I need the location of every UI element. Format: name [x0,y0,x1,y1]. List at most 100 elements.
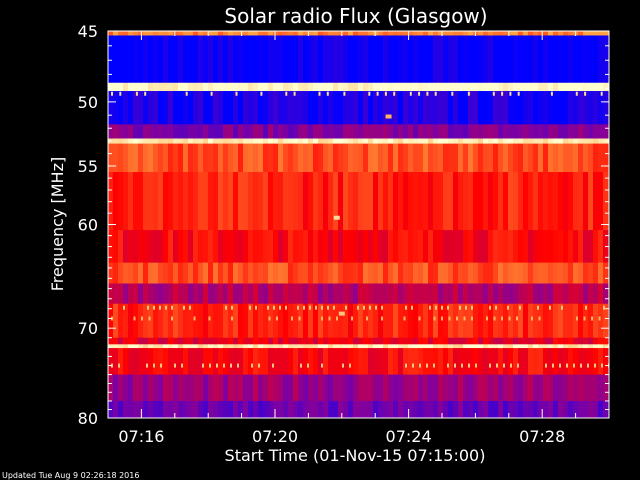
heatmap-cell [193,91,199,125]
interference-dot [552,363,554,368]
heatmap-cell [188,91,194,125]
heatmap-cell [228,138,234,145]
heatmap-cell [518,348,524,376]
heatmap-cell [598,230,604,264]
heatmap-cell [518,303,524,339]
heatmap-cell [128,91,134,125]
x-tick-label: 07:20 [252,427,298,446]
heatmap-cell [118,138,124,145]
heatmap-cell [393,35,399,84]
heatmap-cell [408,262,414,284]
heatmap-cell [223,82,229,92]
heatmap-cell [573,35,579,84]
heatmap-cell [233,82,239,92]
heatmap-cell [398,348,404,376]
heatmap-cell [523,35,529,84]
heatmap-cell [388,262,394,284]
heatmap-cell [408,348,414,376]
heatmap-cell [553,348,559,376]
heatmap-cell [143,230,149,264]
interference-dot [249,305,251,310]
heatmap-cell [228,35,234,84]
x-axis: 07:16 07:20 07:24 07:28 [107,31,610,446]
heatmap-cell [448,400,454,418]
heatmap-cell [198,400,204,418]
heatmap-cell [178,230,184,264]
heatmap-cell [293,172,299,231]
heatmap-cell [438,400,444,418]
heatmap-cell [428,337,434,345]
heatmap-cell [208,337,214,345]
heatmap-cell [153,262,159,284]
heatmap-cell [108,31,114,36]
heatmap-cell [343,172,349,231]
heatmap-cell [488,348,494,376]
interference-dot [318,91,321,96]
heatmap-cell [408,138,414,145]
heatmap-cell [288,35,294,84]
heatmap-cell [523,172,529,231]
heatmap-cell [588,262,594,284]
heatmap-cell [198,348,204,376]
heatmap-cell [318,31,324,36]
heatmap-cell [503,262,509,284]
interference-dot [268,316,271,321]
heatmap-cell [308,31,314,36]
heatmap-cell [508,303,514,339]
heatmap-cell [473,91,479,125]
heatmap-cell [313,374,319,402]
heatmap-cell [118,82,124,92]
heatmap-cell [578,230,584,264]
heatmap-cell [498,91,504,125]
heatmap-cell [403,35,409,84]
heatmap-cell [378,283,384,305]
heatmap-cell [118,303,124,339]
heatmap-cell [503,138,509,145]
heatmap-cell [358,143,364,173]
heatmap-cell [203,374,209,402]
heatmap-cell [543,262,549,284]
heatmap-cell [378,400,384,418]
heatmap-cell [343,283,349,305]
heatmap-cell [108,262,114,284]
heatmap-cell [233,303,239,339]
heatmap-cell [508,283,514,305]
heatmap-cell [168,143,174,173]
heatmap-cell [108,91,114,125]
heatmap-cell [348,230,354,264]
heatmap-cell [358,35,364,84]
heatmap-cell [513,91,519,125]
heatmap-cell [198,344,204,349]
heatmap-cell [508,172,514,231]
heatmap-cell [123,230,129,264]
heatmap-cell [308,124,314,140]
heatmap-cell [393,348,399,376]
heatmap-cell [403,138,409,145]
heatmap-cell [323,138,329,145]
heatmap-cell [108,303,114,339]
heatmap-cell [548,400,554,418]
heatmap-cell [578,138,584,145]
heatmap-cell [583,283,589,305]
heatmap-cell [573,124,579,140]
heatmap-cell [213,124,219,140]
heatmap-cell [223,138,229,145]
heatmap-cell [558,303,564,339]
heatmap-cell [468,31,474,36]
heatmap-cell [553,262,559,284]
interference-dot [336,316,338,321]
heatmap-cell [198,337,204,345]
heatmap-cell [223,91,229,125]
heatmap-cell [293,262,299,284]
heatmap-cell [448,344,454,349]
heatmap-cell [423,31,429,36]
heatmap-cell [538,303,544,339]
heatmap-cell [238,82,244,92]
heatmap-cell [178,172,184,231]
heatmap-cell [503,283,509,305]
heatmap-cell [493,91,499,125]
heatmap-cell [393,138,399,145]
heatmap-cell [143,374,149,402]
heatmap-cell [253,35,259,84]
heatmap-cell [488,91,494,125]
